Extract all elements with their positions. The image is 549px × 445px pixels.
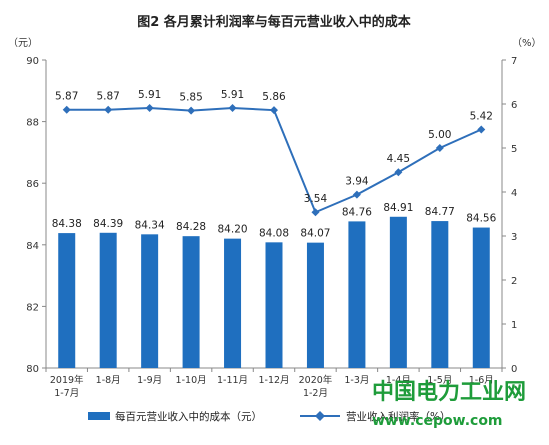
watermark: 中国电力工业网 www.cepow.com bbox=[372, 380, 526, 429]
left-tick-label: 88 bbox=[26, 118, 39, 129]
right-tick-label: 2 bbox=[511, 276, 517, 287]
bar-data-label: 84.28 bbox=[176, 221, 206, 233]
bar-data-label: 84.39 bbox=[93, 218, 123, 230]
x-tick-label: 1-10月 bbox=[176, 375, 207, 386]
x-tick-label: 1-8月 bbox=[96, 375, 121, 386]
x-tick-label: 1-2月 bbox=[303, 388, 328, 399]
bar-data-label: 84.77 bbox=[425, 206, 455, 218]
right-tick-label: 4 bbox=[511, 188, 517, 199]
left-tick-label: 82 bbox=[26, 302, 39, 313]
line-point bbox=[270, 106, 278, 115]
line-point bbox=[477, 125, 486, 134]
x-tick-label: 1-9月 bbox=[137, 375, 162, 386]
line-data-label: 4.45 bbox=[387, 153, 410, 165]
x-tick-label: 1-11月 bbox=[217, 375, 248, 386]
bar bbox=[389, 216, 407, 368]
bar bbox=[182, 236, 200, 368]
bar-data-labels: 84.38 84.39 84.34 84.28 84.20 84.08 84.07 84.76… bbox=[52, 202, 497, 240]
chart-axes: 80 82 84 86 88 90 0 1 2 3 4 5 6 7 bbox=[26, 56, 517, 375]
line-data-label: 5.87 bbox=[96, 91, 119, 103]
bar bbox=[99, 232, 117, 368]
right-tick-label: 1 bbox=[511, 320, 517, 331]
bar-series bbox=[58, 216, 490, 368]
legend-line-marker bbox=[315, 411, 325, 421]
bar bbox=[224, 238, 242, 368]
x-tick-label: 2020年 bbox=[299, 374, 333, 386]
bar bbox=[141, 234, 159, 368]
x-axis-labels: 2019年 1-7月 1-8月 1-9月 1-10月 1-11月 1-12月 2020年 1-2… bbox=[50, 374, 494, 399]
legend-bar-swatch bbox=[88, 412, 110, 420]
bar bbox=[58, 233, 76, 368]
line-data-label: 5.00 bbox=[428, 129, 451, 141]
line-point bbox=[352, 190, 361, 199]
right-tick-label: 5 bbox=[511, 144, 517, 155]
line-data-label: 5.91 bbox=[138, 89, 161, 101]
x-tick-label: 1-5月 bbox=[427, 375, 452, 386]
bar-data-label: 84.76 bbox=[342, 206, 372, 218]
line-data-label: 5.85 bbox=[179, 92, 202, 104]
line-data-label: 5.87 bbox=[55, 91, 78, 103]
line-point bbox=[187, 106, 196, 115]
line-point bbox=[62, 105, 71, 114]
watermark-url: www.cepow.com bbox=[372, 413, 503, 429]
line-point bbox=[394, 168, 403, 177]
legend: 每百元营业收入中的成本（元） 营业收入利润率（%） bbox=[88, 410, 450, 423]
legend-line-label: 营业收入利润率（%） bbox=[346, 410, 450, 423]
right-tick-label: 7 bbox=[511, 56, 517, 67]
bar-data-label: 84.08 bbox=[259, 227, 289, 239]
line-data-label: 3.54 bbox=[304, 193, 328, 205]
x-tick-label: 1-4月 bbox=[386, 375, 411, 386]
profit-rate-line bbox=[66, 106, 482, 214]
left-tick-label: 80 bbox=[26, 364, 39, 375]
right-tick-label: 3 bbox=[511, 232, 517, 243]
line-point bbox=[435, 144, 444, 152]
line-point bbox=[145, 103, 154, 112]
right-tick-label: 6 bbox=[511, 100, 517, 111]
left-tick-label: 90 bbox=[26, 56, 39, 67]
left-axis-unit: （元） bbox=[8, 37, 38, 49]
line-data-label: 5.91 bbox=[221, 89, 244, 101]
bar-data-label: 84.34 bbox=[135, 219, 165, 231]
line-data-label: 5.86 bbox=[262, 91, 286, 103]
watermark-title: 中国电力工业网 bbox=[372, 380, 526, 405]
x-tick-label: 1-7月 bbox=[54, 388, 79, 399]
line-data-label: 5.42 bbox=[470, 111, 493, 123]
left-tick-label: 86 bbox=[26, 179, 39, 190]
bar bbox=[348, 221, 366, 368]
right-axis-unit: （%） bbox=[512, 37, 542, 49]
x-tick-label: 1-6月 bbox=[469, 375, 494, 386]
bar-data-label: 84.56 bbox=[466, 213, 496, 225]
line-data-labels: 5.87 5.87 5.91 5.85 5.91 5.86 3.54 3.94 4.45 5.00… bbox=[55, 89, 493, 205]
left-tick-label: 84 bbox=[26, 241, 39, 252]
bar-data-label: 84.91 bbox=[383, 202, 413, 214]
line-point bbox=[311, 208, 320, 217]
chart-title: 图2 各月累计利润率与每百元营业收入中的成本 bbox=[137, 14, 411, 30]
bar-data-label: 84.38 bbox=[52, 218, 82, 230]
x-tick-label: 2019年 bbox=[50, 374, 84, 386]
bar bbox=[431, 221, 449, 368]
bar bbox=[306, 242, 324, 368]
bar-data-label: 84.07 bbox=[300, 228, 330, 240]
line-point bbox=[228, 103, 237, 112]
line-data-label: 3.94 bbox=[345, 176, 369, 188]
bar bbox=[265, 242, 283, 368]
right-tick-label: 0 bbox=[511, 364, 517, 375]
x-tick-label: 1-12月 bbox=[258, 375, 289, 386]
bar-data-label: 84.20 bbox=[218, 224, 248, 236]
bar bbox=[472, 227, 490, 368]
x-tick-label: 1-3月 bbox=[344, 375, 369, 386]
legend-bar-label: 每百元营业收入中的成本（元） bbox=[115, 410, 262, 423]
line-series bbox=[62, 103, 486, 217]
line-point bbox=[104, 105, 113, 114]
